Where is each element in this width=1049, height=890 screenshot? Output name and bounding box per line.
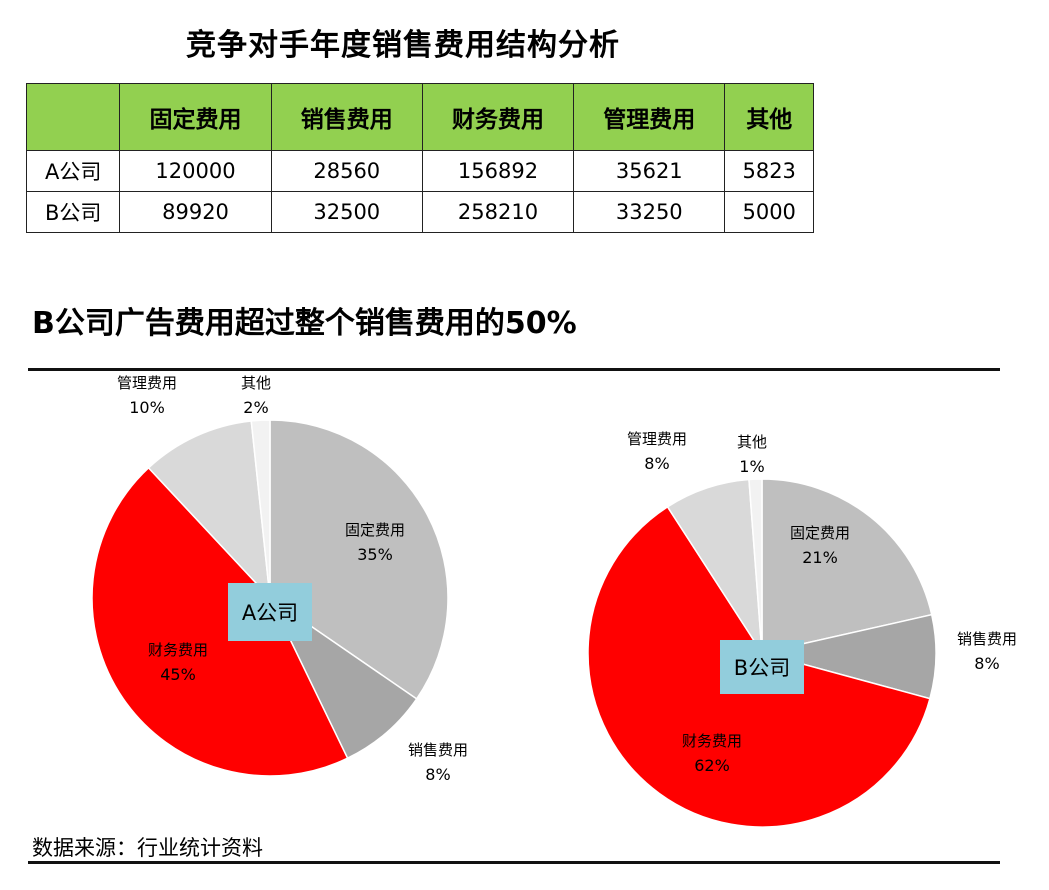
pie-center-label: B公司 xyxy=(734,656,790,680)
table-cell: 5823 xyxy=(724,150,814,192)
table-cell: 258210 xyxy=(421,191,575,233)
table-header-cell: 其他 xyxy=(724,83,814,151)
pie-slice-2-1 xyxy=(761,478,933,654)
top-divider xyxy=(28,368,1000,371)
table-header-cell xyxy=(25,83,121,151)
table-cell: 156892 xyxy=(421,150,575,192)
table-cell: 28560 xyxy=(270,150,423,192)
slice-category-label: 固定费用 xyxy=(790,524,850,542)
slice-percent-label: 1% xyxy=(739,457,764,476)
slice-percent-label: 21% xyxy=(802,548,838,567)
pie-center-label: A公司 xyxy=(242,601,298,625)
slice-percent-label: 62% xyxy=(694,756,730,775)
center-label-box xyxy=(720,640,804,694)
slice-category-label: 财务费用 xyxy=(682,732,742,750)
pie-slice-1-5 xyxy=(250,419,271,599)
table-header-row: 固定费用 销售费用 财务费用 管理费用 其他 xyxy=(25,83,814,151)
table-cell: 32500 xyxy=(270,191,423,233)
table-cell: 35621 xyxy=(573,150,726,192)
slice-percent-label: 45% xyxy=(160,665,196,684)
slice-percent-label: 8% xyxy=(644,454,669,473)
slice-category-label: 销售费用 xyxy=(957,630,1017,648)
slice-category-label: 销售费用 xyxy=(408,741,468,759)
table-header-cell: 管理费用 xyxy=(573,83,726,151)
chart-headline: B公司广告费用超过整个销售费用的50% xyxy=(32,306,577,341)
pie-slice-1-4 xyxy=(147,420,271,601)
slice-percent-label: 8% xyxy=(425,765,450,784)
slice-percent-label: 8% xyxy=(974,654,999,673)
slice-category-label: 其他 xyxy=(737,433,767,451)
slice-percent-label: 35% xyxy=(357,545,393,564)
table-header-cell: 财务费用 xyxy=(421,83,575,151)
expense-table: 固定费用 销售费用 财务费用 管理费用 其他 A公司 120000 28560 … xyxy=(25,83,814,233)
table-cell: B公司 xyxy=(25,191,121,233)
bottom-divider xyxy=(28,861,1000,864)
source-note: 数据来源：行业统计资料 xyxy=(32,836,263,860)
table-cell: A公司 xyxy=(25,150,121,192)
slice-category-label: 管理费用 xyxy=(627,430,687,448)
slice-category-label: 财务费用 xyxy=(148,641,208,659)
slice-percent-label: 2% xyxy=(243,398,268,417)
page-title: 竞争对手年度销售费用结构分析 xyxy=(186,28,620,63)
table-cell: 5000 xyxy=(724,191,814,233)
pie-slice-2-5 xyxy=(748,478,763,654)
slice-category-label: 其他 xyxy=(241,374,271,392)
center-label-box xyxy=(228,583,312,641)
table-cell: 33250 xyxy=(573,191,726,233)
pie-slice-1-3 xyxy=(91,466,349,777)
slice-category-label: 管理费用 xyxy=(117,374,177,392)
table-cell: 89920 xyxy=(119,191,272,233)
slice-percent-label: 10% xyxy=(129,398,165,417)
pie-slice-1-1 xyxy=(269,419,449,700)
slice-category-label: 固定费用 xyxy=(345,521,405,539)
table-row: A公司 120000 28560 156892 35621 5823 xyxy=(25,150,814,192)
table-row: B公司 89920 32500 258210 33250 5000 xyxy=(25,191,814,233)
